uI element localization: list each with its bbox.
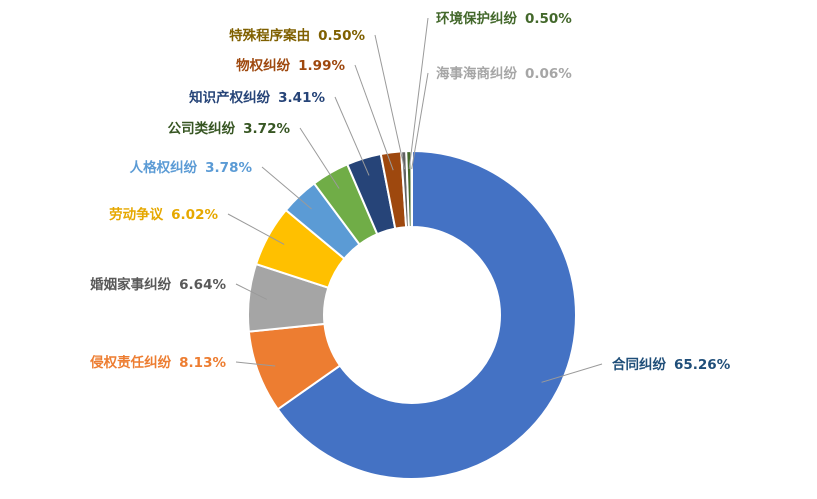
leader-line-9 [408,17,429,170]
leader-line-7 [354,64,394,171]
slice-name-10: 海事海商纠纷 [436,65,517,82]
slice-name-3: 劳动争议 [109,206,163,223]
leader-line-8 [374,34,406,170]
slice-name-8: 特殊程序案由 [229,27,310,44]
slice-value-10: 0.06% [525,66,572,82]
slice-value-4: 3.78% [205,160,252,176]
slice-label-8: 特殊程序案由 0.50% [229,27,365,44]
leader-lines [227,17,603,383]
slice-value-8: 0.50% [318,28,365,44]
slice-name-1: 侵权责任纠纷 [89,354,171,371]
slice-label-9: 环境保护纠纷 0.50% [436,10,572,27]
slice-labels: 合同纠纷 65.26% 侵权责任纠纷 8.13% 婚姻家事纠纷 6.64% 劳动争议 6.02… [89,10,731,373]
slice-label-5: 公司类纠纷 3.72% [168,120,291,137]
leader-line-1 [235,361,276,367]
slice-label-0: 合同纠纷 65.26% [612,356,731,373]
slice-value-2: 6.64% [179,277,226,293]
donut-slices [247,149,577,480]
slice-value-6: 3.41% [278,90,325,106]
leader-line-5 [299,127,340,189]
slice-label-4: 人格权纠纷 3.78% [130,159,253,176]
slice-label-1: 侵权责任纠纷 8.13% [89,354,226,371]
slice-name-2: 婚姻家事纠纷 [90,276,171,293]
slice-name-7: 物权纠纷 [236,57,290,74]
leader-line-0 [541,363,603,383]
slice-value-9: 0.50% [525,11,572,27]
slice-value-0: 65.26% [674,357,731,373]
leader-line-10 [411,72,429,170]
slice-0 [276,149,577,480]
slice-value-5: 3.72% [243,121,290,137]
slice-value-3: 6.02% [171,207,218,223]
slice-name-0: 合同纠纷 [612,356,666,373]
slice-name-6: 知识产权纠纷 [189,89,270,106]
leader-line-4 [261,166,312,210]
slice-10 [410,149,413,229]
slice-label-6: 知识产权纠纷 3.41% [189,89,325,106]
slice-label-7: 物权纠纷 1.99% [236,57,345,74]
slice-label-2: 婚姻家事纠纷 6.64% [90,276,226,293]
slice-value-7: 1.99% [298,58,345,74]
slice-name-9: 环境保护纠纷 [436,10,517,27]
leader-line-2 [235,283,268,300]
leader-line-3 [227,213,285,245]
slice-name-5: 公司类纠纷 [168,120,236,137]
leader-line-6 [334,96,370,176]
slice-name-4: 人格权纠纷 [130,159,198,176]
slice-value-1: 8.13% [179,355,226,371]
slice-label-3: 劳动争议 6.02% [109,206,218,223]
slice-label-10: 海事海商纠纷 0.06% [436,65,572,82]
